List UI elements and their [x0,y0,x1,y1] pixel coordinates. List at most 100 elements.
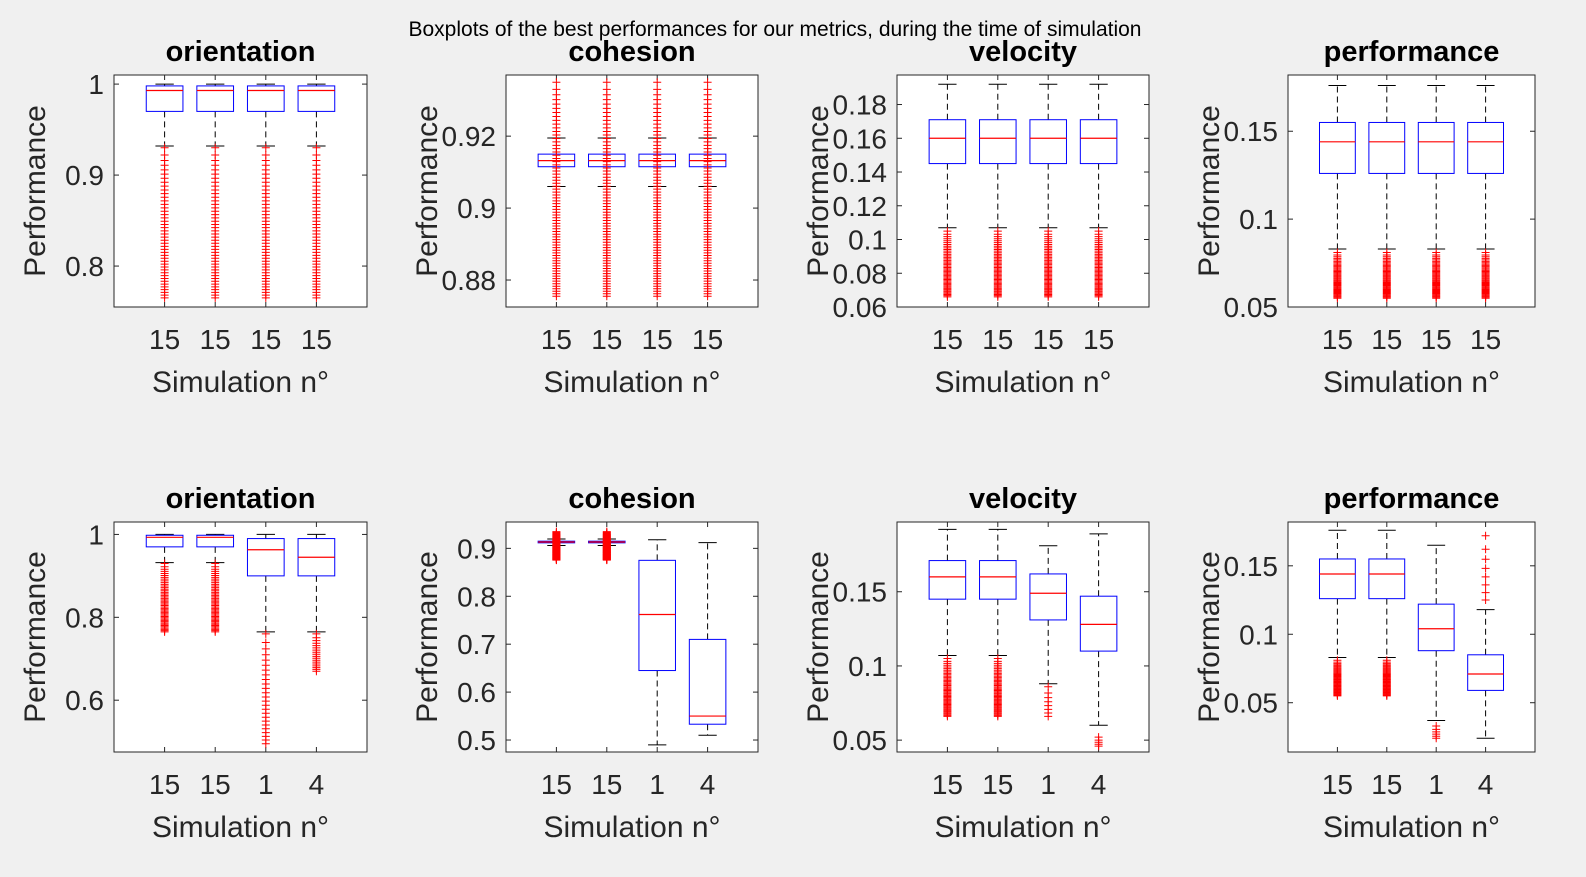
box-2 [588,527,626,565]
iqr-box [928,119,967,165]
box-1 [145,533,184,636]
iqr-box [979,560,1017,600]
y-axis-label: Performance [19,551,52,723]
outlier-marker [160,627,169,636]
x-tick-label: 15 [1322,324,1353,355]
box-4 [688,542,727,736]
outlier-marker [261,143,270,152]
outlier-marker [1333,294,1342,303]
iqr-box [1417,603,1455,652]
x-axis-label: Simulation n° [543,366,720,399]
iqr-box [979,119,1017,165]
x-tick-label: 4 [1478,769,1494,800]
outlier-marker [993,292,1002,301]
outlier-marker [703,78,712,87]
box-2 [1368,85,1406,303]
outlier-marker [261,739,270,748]
iqr-box [297,85,336,112]
outlier-group [602,78,611,301]
y-tick-label: 0.18 [833,90,888,121]
iqr-box [196,85,235,112]
iqr-box [1368,558,1406,600]
outlier-marker [1382,691,1391,700]
outlier-group [1432,248,1441,303]
box-1 [1318,529,1356,700]
outlier-group [1044,227,1053,301]
subplot-title: performance [1324,483,1500,515]
box-4 [1079,83,1118,301]
outlier-group [160,559,169,636]
axes-frame [505,74,759,308]
x-tick-label: 15 [149,324,180,355]
y-tick-label: 0.9 [65,160,104,191]
box-1 [928,83,967,301]
outlier-marker [160,293,169,302]
x-tick-label: 15 [541,769,572,800]
iqr-box [688,638,727,725]
box-3 [1029,545,1067,721]
x-axis-label: Simulation n° [934,366,1111,399]
iqr-box [1467,121,1505,174]
outlier-group [1333,248,1342,303]
y-axis-label: Performance [802,105,835,277]
subplot-4: performance 0.05 0.1 0.15 15 15 15 15 Simulation… [1193,36,1536,399]
y-tick-label: 0.1 [1239,619,1278,650]
y-axis-label: Performance [19,105,52,277]
iqr-box [1368,121,1406,174]
outlier-group [943,654,952,721]
y-tick-label: 0.8 [65,602,104,633]
box-3 [1029,83,1067,301]
y-tick-label: 0.8 [65,251,104,282]
box-2 [979,83,1017,301]
iqr-box [196,534,235,548]
subplot-title: orientation [166,36,316,68]
outlier-marker [552,292,561,301]
x-axis-label: Simulation n° [152,366,329,399]
x-tick-label: 15 [932,769,963,800]
x-tick-label: 15 [932,324,963,355]
outlier-group [1333,656,1342,700]
x-tick-label: 4 [700,769,716,800]
outlier-marker [1094,292,1103,301]
axes-frame [896,74,1150,308]
x-axis-label: Simulation n° [934,811,1111,844]
x-tick-label: 15 [642,324,673,355]
outlier-marker [211,627,220,636]
y-tick-label: 0.15 [833,577,888,608]
x-tick-label: 4 [1091,769,1107,800]
outlier-group [1481,248,1490,303]
x-tick-label: 15 [1322,769,1353,800]
y-axis-label: Performance [411,105,444,277]
y-tick-label: 0.15 [1224,551,1279,582]
figure-suptitle: Boxplots of the best performances for ou… [408,18,1141,41]
axes-frame [113,74,368,308]
outlier-group [1094,227,1103,301]
outlier-marker [312,143,321,152]
y-tick-label: 0.6 [65,685,104,716]
outlier-marker [211,143,220,152]
outlier-marker [160,143,169,152]
outlier-marker [653,292,662,301]
box-2 [588,78,626,301]
y-tick-label: 0.1 [848,225,887,256]
iqr-box [246,538,285,577]
x-axis-label: Simulation n° [543,811,720,844]
box-4 [1467,85,1505,303]
box-1 [928,528,967,721]
outlier-marker [312,293,321,302]
subplot-title: orientation [166,483,316,515]
x-tick-label: 1 [1040,769,1056,800]
outlier-group [993,654,1002,721]
y-tick-label: 0.9 [457,193,496,224]
iqr-box [1467,654,1505,691]
axes-frame [1287,74,1536,308]
subplot-5: orientation 0.6 0.8 1 15 15 1 4 Simulation n° Per… [19,483,368,844]
box-3 [246,83,285,302]
outlier-marker [1333,691,1342,700]
iqr-box [1417,121,1455,174]
x-tick-label: 15 [1470,324,1501,355]
box-3 [246,533,285,748]
outlier-group [943,227,952,301]
y-tick-label: 1 [88,519,104,550]
outlier-marker [1044,292,1053,301]
